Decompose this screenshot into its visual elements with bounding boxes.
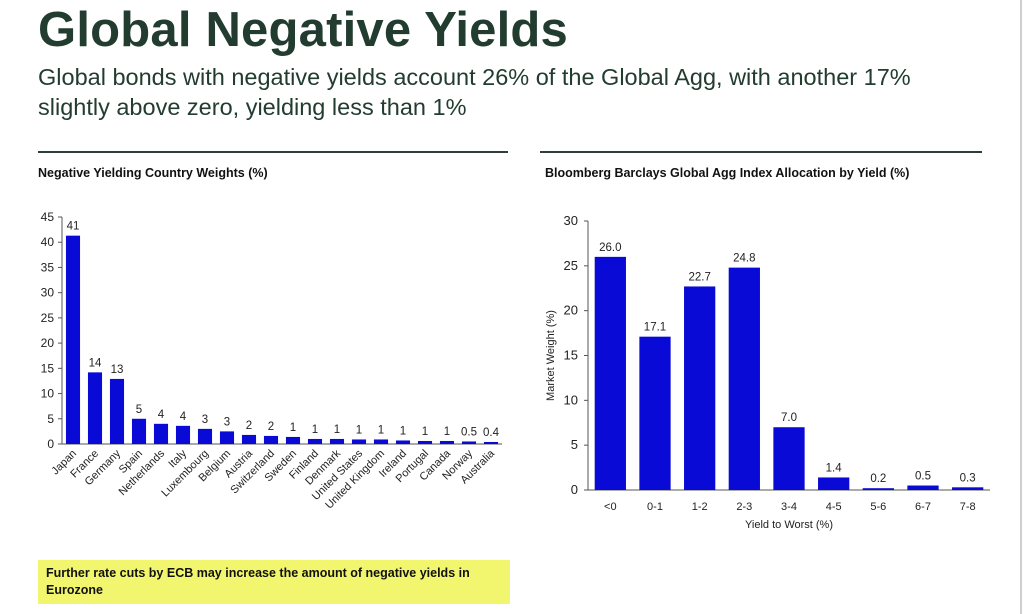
right-chart-title: Bloomberg Barclays Global Agg Index Allo… <box>545 166 910 180</box>
window-edge <box>1020 0 1022 614</box>
data-label: 1 <box>334 424 340 436</box>
y-tick-label: 30 <box>41 286 55 300</box>
bar <box>395 440 411 444</box>
bar <box>952 487 984 490</box>
bar <box>65 235 81 444</box>
data-label: 1 <box>356 424 362 436</box>
page-subtitle: Global bonds with negative yields accoun… <box>38 64 911 120</box>
bar <box>373 439 389 444</box>
bar <box>862 488 894 490</box>
y-tick-label: 0 <box>571 482 578 497</box>
data-label: 1.4 <box>826 462 843 474</box>
data-label: 0.2 <box>870 473 886 485</box>
data-label: 17.1 <box>644 322 666 334</box>
category-label: 0-1 <box>647 501 663 513</box>
y-tick-label: 5 <box>47 412 54 426</box>
bar <box>153 423 169 444</box>
y-tick-label: 25 <box>564 258 578 273</box>
bar <box>329 438 345 444</box>
data-label: 1 <box>444 426 450 438</box>
y-tick-label: 5 <box>571 437 578 452</box>
data-label: 2 <box>268 421 274 433</box>
y-tick-label: 15 <box>41 361 55 375</box>
data-label: 4 <box>180 411 187 423</box>
bar <box>175 425 191 444</box>
data-label: 0.5 <box>915 471 931 483</box>
data-label: 7.0 <box>781 412 797 424</box>
y-tick-label: 15 <box>564 348 578 363</box>
bar <box>219 431 235 444</box>
category-label: 4-5 <box>826 501 842 513</box>
data-label: 1 <box>422 426 428 438</box>
bar <box>684 286 716 490</box>
data-label: 0.4 <box>483 427 500 439</box>
y-tick-label: 0 <box>47 437 54 451</box>
right-section-rule <box>540 151 982 153</box>
bar <box>87 372 103 444</box>
y-tick-label: 20 <box>564 303 578 318</box>
data-label: 4 <box>158 409 165 421</box>
category-label: 7-8 <box>960 501 976 513</box>
data-label: 2 <box>246 420 252 432</box>
data-label: 26.0 <box>599 242 621 254</box>
data-label: 3 <box>224 416 230 428</box>
bar <box>907 485 939 490</box>
callout-note: Further rate cuts by ECB may increase th… <box>38 560 510 604</box>
bar <box>241 434 257 444</box>
y-tick-label: 40 <box>41 235 55 249</box>
y-tick-label: 10 <box>564 392 578 407</box>
bar <box>818 477 850 490</box>
bar <box>773 427 805 490</box>
bar <box>461 441 477 444</box>
data-label: 13 <box>111 364 124 376</box>
bar <box>263 435 279 444</box>
data-label: 1 <box>400 425 406 437</box>
category-label: 3-4 <box>781 501 797 513</box>
data-label: 1 <box>312 424 318 436</box>
data-label: 24.8 <box>733 253 755 265</box>
category-label: 5-6 <box>870 501 886 513</box>
y-tick-label: 30 <box>564 213 578 228</box>
data-label: 1 <box>378 424 384 436</box>
category-label: <0 <box>604 501 617 513</box>
bar <box>307 438 323 444</box>
bar <box>594 256 626 490</box>
y-tick-label: 20 <box>41 336 55 350</box>
y-tick-label: 35 <box>41 260 55 274</box>
page-title: Global Negative Yields <box>38 3 568 57</box>
data-label: 22.7 <box>688 271 710 283</box>
bar <box>639 336 671 490</box>
y-axis-title: Market Weight (%) <box>545 310 557 401</box>
bar <box>417 440 433 444</box>
left-section-rule <box>38 151 508 153</box>
bar <box>131 418 147 444</box>
data-label: 14 <box>89 357 102 369</box>
bar <box>285 436 301 444</box>
x-axis-title: Yield to Worst (%) <box>745 519 833 531</box>
category-label: 6-7 <box>915 501 931 513</box>
data-label: 0.3 <box>960 472 976 484</box>
y-tick-label: 25 <box>41 311 55 325</box>
bar <box>351 439 367 444</box>
bar <box>439 440 455 444</box>
bar <box>483 441 499 444</box>
y-tick-label: 10 <box>41 387 55 401</box>
data-label: 5 <box>136 404 142 416</box>
bar <box>728 267 760 490</box>
bar <box>197 428 213 444</box>
left-chart-title: Negative Yielding Country Weights (%) <box>38 166 268 180</box>
y-tick-label: 45 <box>41 210 55 224</box>
data-label: 0.5 <box>461 426 477 438</box>
category-label: 2-3 <box>736 501 752 513</box>
category-label: 1-2 <box>692 501 708 513</box>
data-label: 3 <box>202 414 208 426</box>
data-label: 1 <box>290 422 296 434</box>
bar <box>109 378 125 444</box>
data-label: 41 <box>67 221 80 233</box>
